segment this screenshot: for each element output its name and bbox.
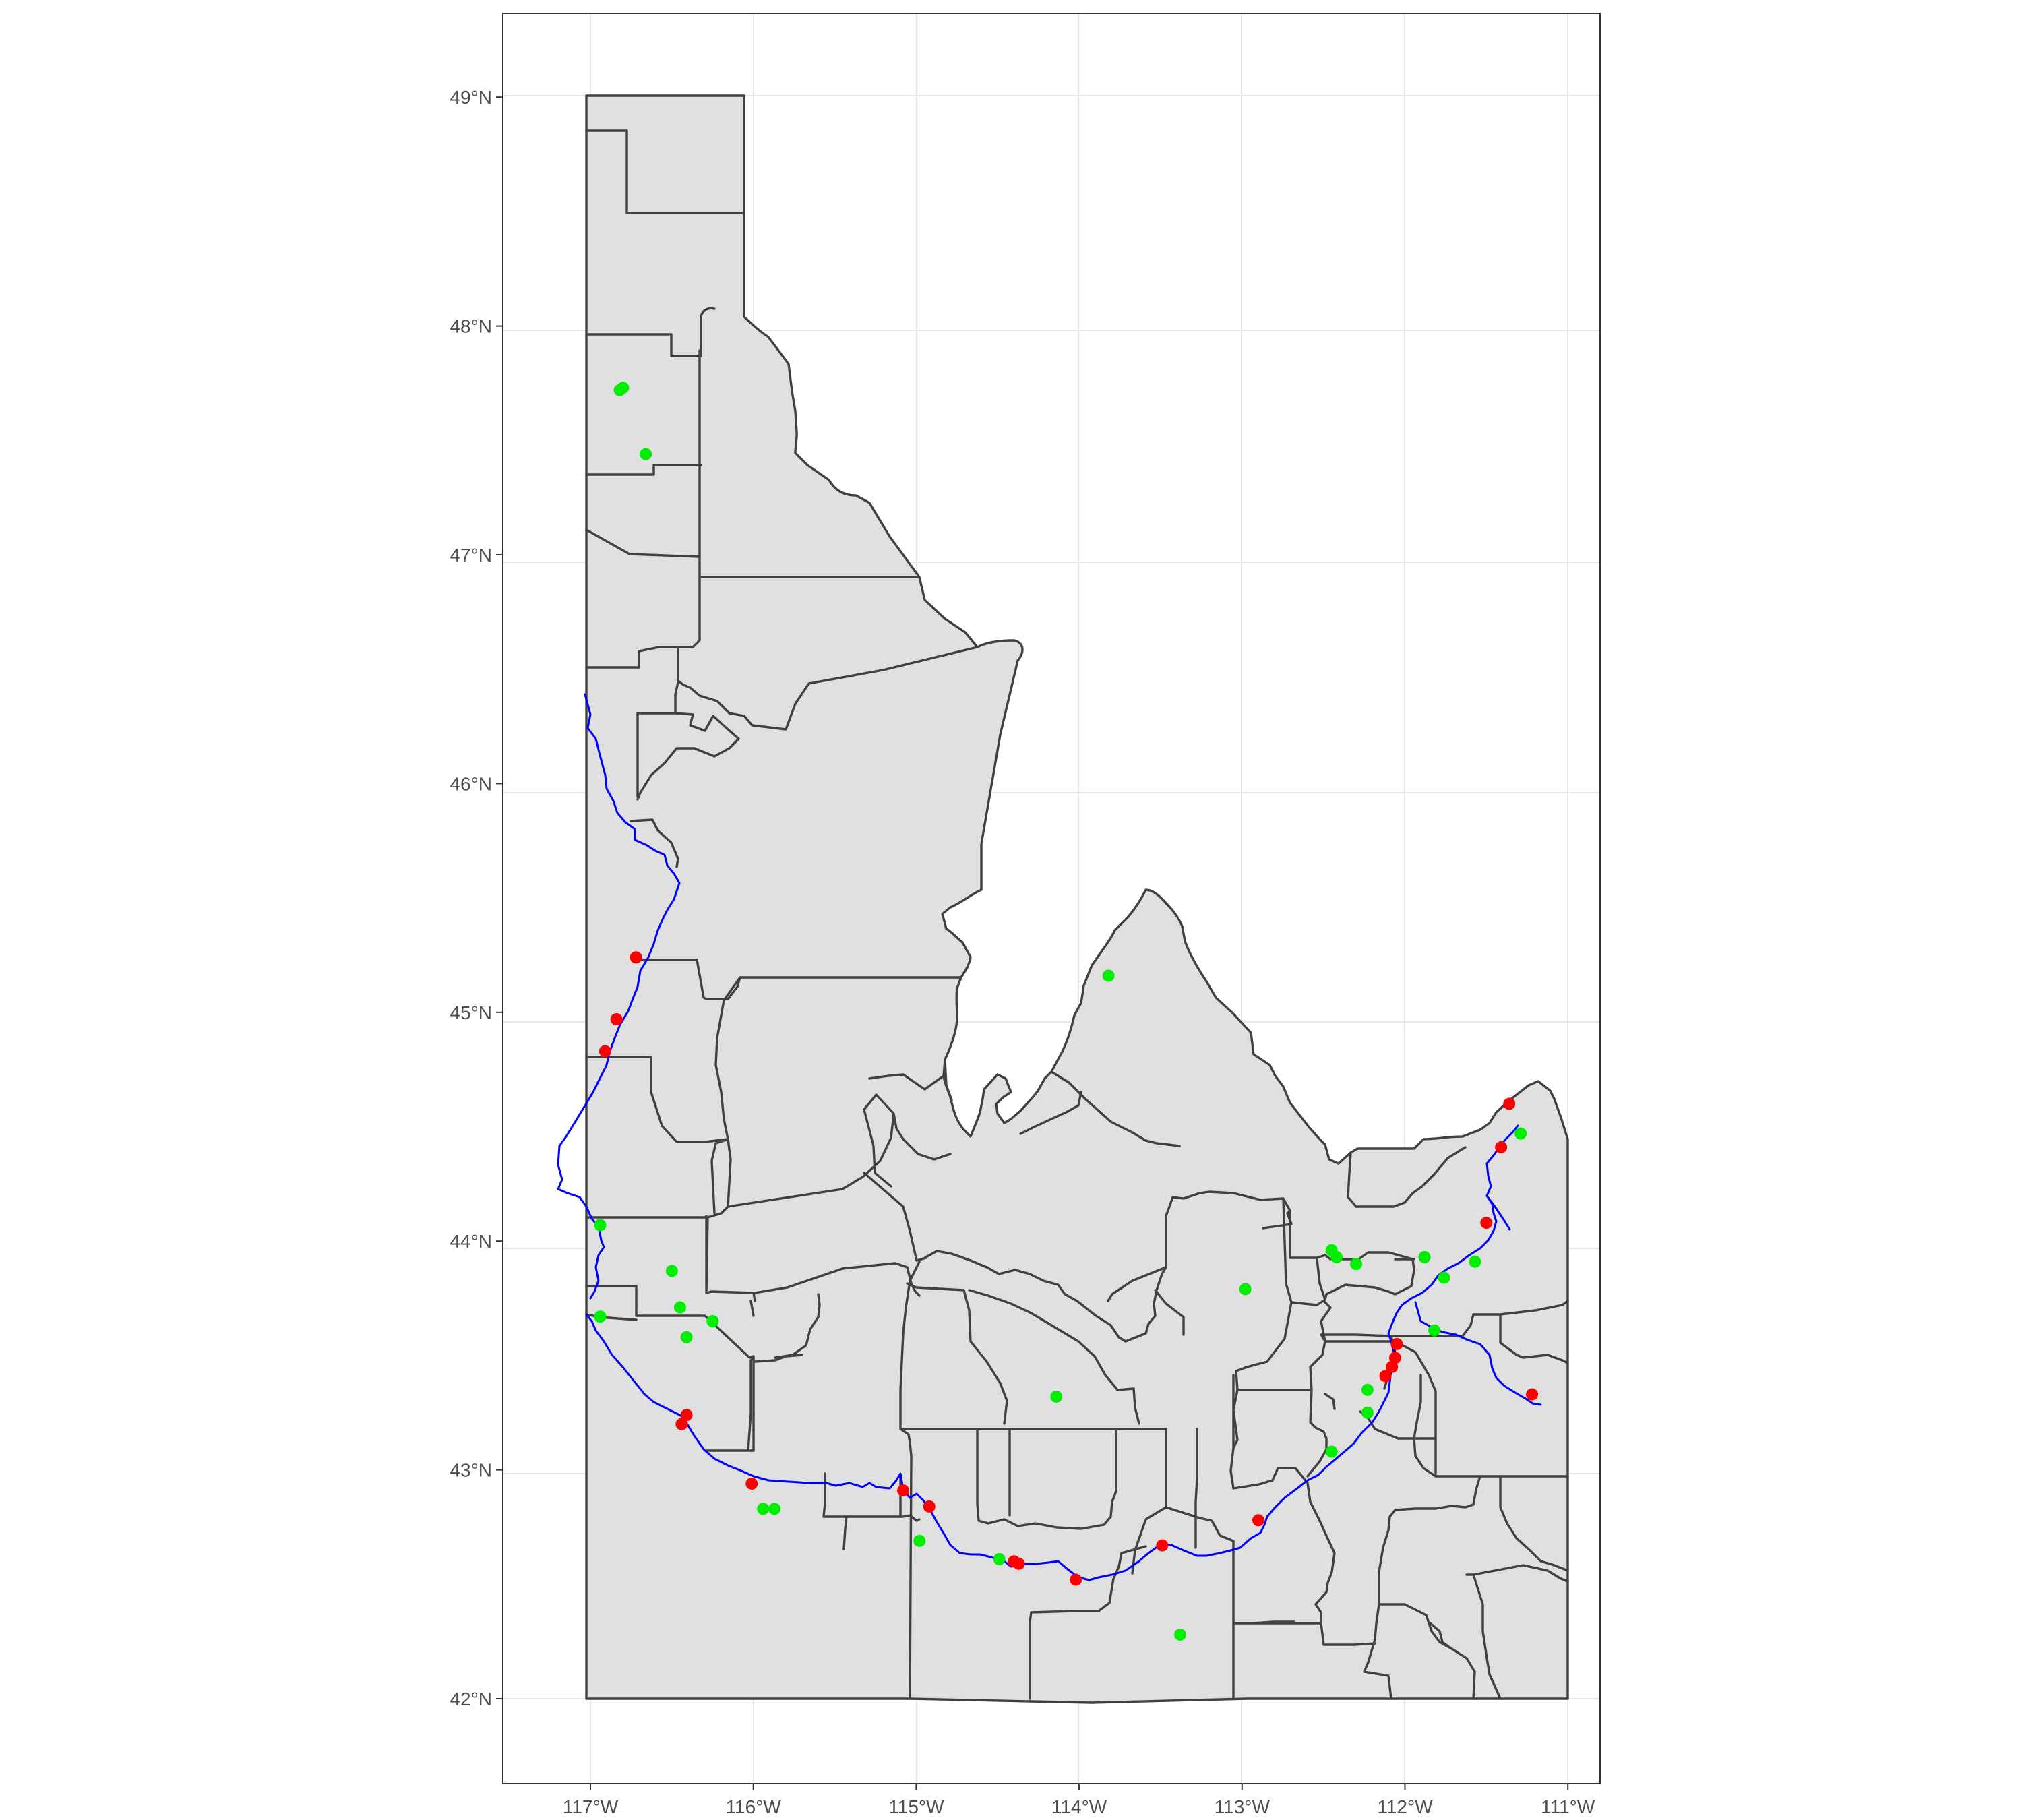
red-point — [1252, 1514, 1264, 1527]
green-point — [706, 1314, 719, 1327]
red-point — [1480, 1217, 1493, 1230]
red-point — [1503, 1097, 1516, 1110]
y-tick-label: 49°N — [450, 87, 492, 108]
y-tick-label: 48°N — [450, 316, 492, 337]
county-boundaries-north — [585, 129, 979, 868]
green-point — [594, 1310, 607, 1323]
y-tick-label: 44°N — [450, 1231, 492, 1252]
green-point — [1349, 1258, 1362, 1271]
green-point — [1514, 1127, 1527, 1140]
green-point — [594, 1219, 607, 1232]
y-tick-label: 45°N — [450, 1002, 492, 1023]
red-point — [599, 1045, 611, 1058]
county-polygons — [585, 94, 1569, 1704]
green-point — [1325, 1445, 1338, 1458]
green-point — [1469, 1255, 1481, 1268]
red-point — [745, 1477, 758, 1490]
green-point — [680, 1331, 693, 1343]
red-point — [680, 1409, 693, 1422]
green-point-markers — [594, 382, 1527, 1641]
green-point — [913, 1534, 926, 1547]
y-tick-label: 42°N — [450, 1689, 492, 1709]
x-tick-label: 114°W — [1051, 1796, 1107, 1817]
x-tick-label: 116°W — [726, 1796, 782, 1817]
green-point — [1418, 1250, 1431, 1263]
red-point — [1156, 1539, 1169, 1552]
x-axis: 117°W 116°W 115°W 114°W 113°W 112°W 111°W — [563, 1784, 1595, 1817]
y-axis: 42°N 43°N 44°N 45°N 46°N 47°N 48°N 49°N — [450, 87, 503, 1709]
green-point — [1239, 1283, 1252, 1296]
county-boundaries-southwest — [822, 1472, 921, 1550]
red-point — [1386, 1360, 1399, 1373]
county-boundaries-south — [585, 1258, 1569, 1700]
red-point — [630, 951, 642, 964]
x-tick-label: 113°W — [1215, 1796, 1270, 1817]
x-tick-label: 115°W — [888, 1796, 944, 1817]
green-point — [768, 1503, 781, 1515]
red-point — [1388, 1352, 1401, 1364]
green-point — [1361, 1406, 1374, 1419]
green-point — [1102, 969, 1115, 982]
red-point — [923, 1500, 936, 1513]
green-point — [993, 1552, 1006, 1565]
y-tick-label: 46°N — [450, 773, 492, 794]
county-boundaries-central — [585, 959, 1467, 1391]
panel-border — [502, 13, 1601, 1784]
red-point — [610, 1012, 623, 1025]
y-tick-label: 47°N — [450, 545, 492, 566]
green-point — [1330, 1250, 1343, 1263]
green-point — [617, 382, 630, 394]
x-tick-label: 112°W — [1377, 1796, 1433, 1817]
red-point — [675, 1418, 688, 1430]
green-point — [665, 1265, 678, 1277]
red-point — [1379, 1370, 1392, 1383]
red-point-markers — [599, 951, 1539, 1586]
x-tick-label: 111°W — [1541, 1796, 1595, 1817]
red-point — [897, 1484, 910, 1497]
green-point — [1050, 1390, 1063, 1403]
y-tick-label: 43°N — [450, 1460, 492, 1481]
green-point — [757, 1503, 770, 1515]
green-point — [1361, 1383, 1374, 1396]
red-point — [1526, 1388, 1539, 1401]
x-tick-label: 117°W — [563, 1796, 619, 1817]
green-point — [673, 1301, 686, 1314]
green-point — [1428, 1324, 1441, 1337]
green-point — [1173, 1628, 1186, 1641]
red-point — [1012, 1557, 1025, 1570]
red-point — [1390, 1337, 1403, 1350]
green-point — [1438, 1271, 1450, 1284]
red-point — [1070, 1573, 1082, 1586]
green-point — [640, 448, 652, 460]
red-point — [1495, 1141, 1508, 1154]
